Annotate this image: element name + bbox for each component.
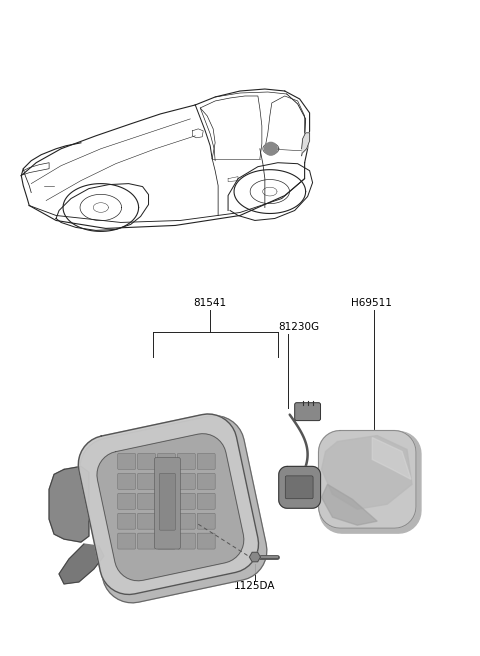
FancyBboxPatch shape — [157, 533, 175, 549]
FancyBboxPatch shape — [178, 533, 195, 549]
Polygon shape — [250, 552, 260, 562]
FancyBboxPatch shape — [178, 513, 195, 529]
Polygon shape — [301, 133, 310, 153]
FancyBboxPatch shape — [197, 493, 215, 509]
FancyBboxPatch shape — [157, 474, 175, 489]
Text: 81230G: 81230G — [278, 322, 319, 332]
Polygon shape — [78, 414, 259, 594]
FancyBboxPatch shape — [285, 476, 313, 499]
Polygon shape — [80, 416, 267, 603]
FancyBboxPatch shape — [197, 474, 215, 489]
Polygon shape — [279, 466, 321, 508]
FancyBboxPatch shape — [118, 533, 136, 549]
FancyBboxPatch shape — [157, 493, 175, 509]
Polygon shape — [320, 432, 421, 533]
FancyBboxPatch shape — [138, 474, 156, 489]
Text: H69511: H69511 — [351, 298, 392, 308]
FancyBboxPatch shape — [138, 533, 156, 549]
FancyBboxPatch shape — [138, 453, 156, 470]
FancyBboxPatch shape — [157, 513, 175, 529]
FancyBboxPatch shape — [118, 474, 136, 489]
Polygon shape — [49, 466, 89, 542]
FancyBboxPatch shape — [118, 493, 136, 509]
Polygon shape — [59, 544, 104, 584]
FancyBboxPatch shape — [295, 403, 321, 420]
Polygon shape — [322, 484, 377, 525]
FancyBboxPatch shape — [155, 457, 180, 549]
FancyBboxPatch shape — [118, 513, 136, 529]
Polygon shape — [319, 430, 416, 528]
FancyBboxPatch shape — [138, 493, 156, 509]
Polygon shape — [322, 436, 412, 509]
FancyBboxPatch shape — [138, 513, 156, 529]
FancyBboxPatch shape — [157, 453, 175, 470]
FancyBboxPatch shape — [159, 474, 175, 530]
FancyBboxPatch shape — [118, 453, 136, 470]
FancyBboxPatch shape — [178, 474, 195, 489]
FancyBboxPatch shape — [197, 453, 215, 470]
FancyBboxPatch shape — [178, 453, 195, 470]
Polygon shape — [372, 438, 411, 480]
Text: 81541: 81541 — [193, 298, 227, 308]
FancyBboxPatch shape — [197, 533, 215, 549]
FancyBboxPatch shape — [178, 493, 195, 509]
Text: 1125DA: 1125DA — [234, 581, 276, 591]
Polygon shape — [97, 434, 244, 581]
Circle shape — [264, 142, 277, 155]
FancyBboxPatch shape — [197, 513, 215, 529]
